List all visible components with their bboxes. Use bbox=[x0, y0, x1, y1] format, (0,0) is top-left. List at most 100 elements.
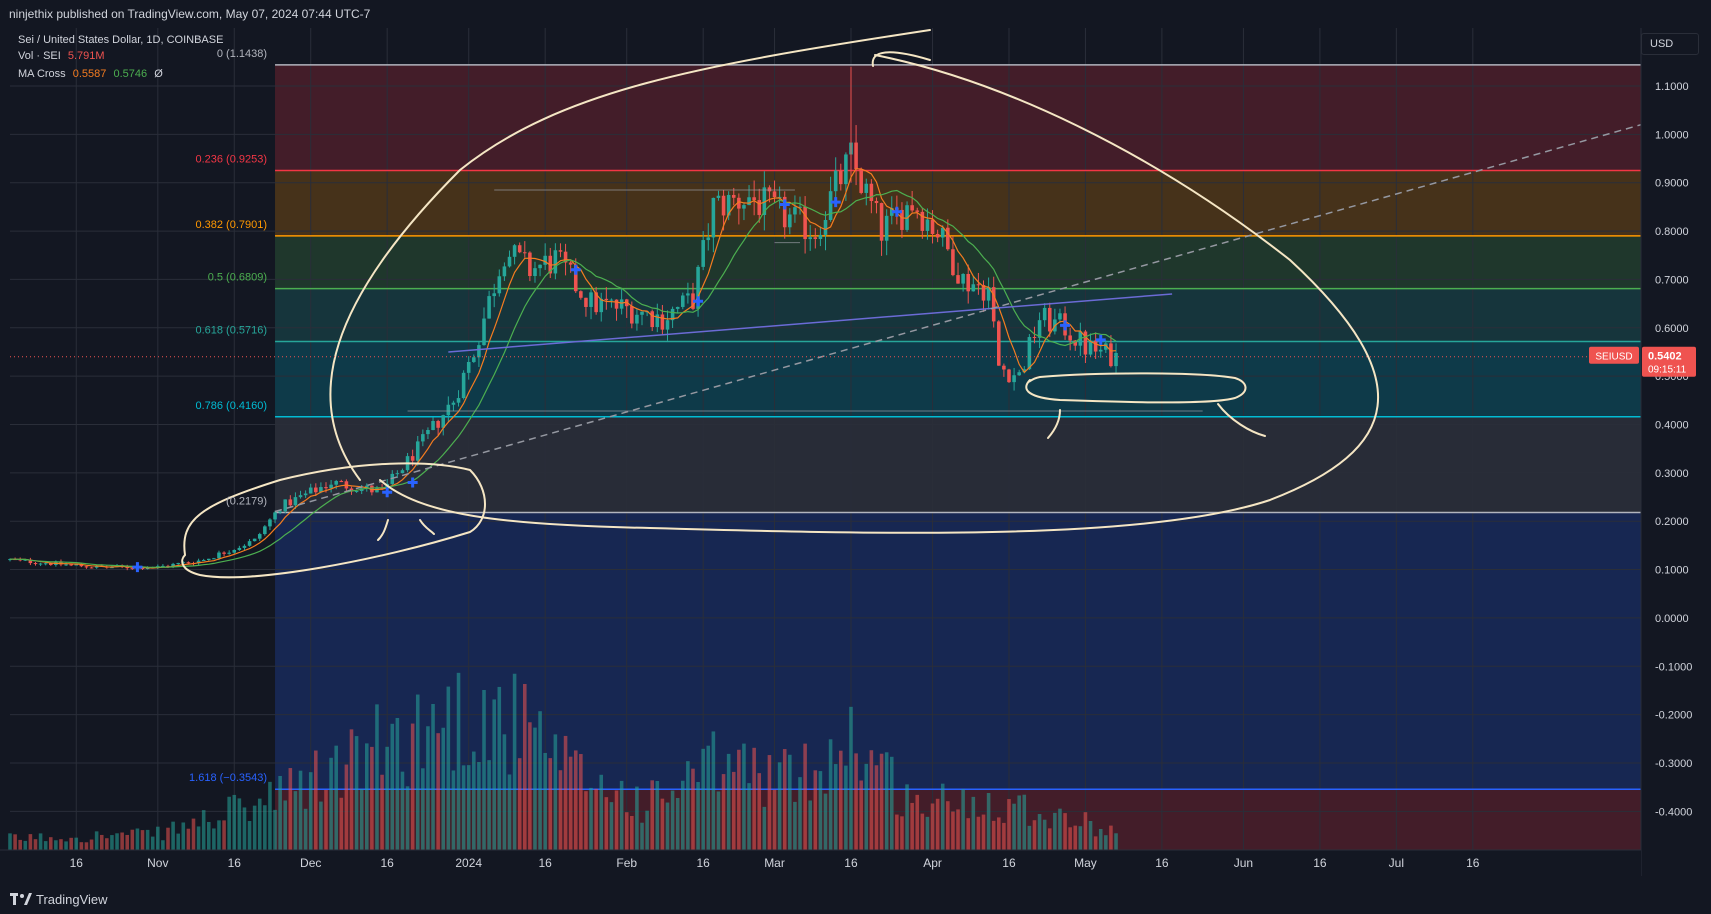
volume-bar bbox=[686, 761, 690, 850]
x-axis-background bbox=[0, 850, 1641, 876]
volume-bar bbox=[1109, 825, 1113, 850]
volume-bar bbox=[517, 758, 522, 850]
ma-cross-marker bbox=[830, 197, 841, 208]
candle-body bbox=[268, 519, 272, 527]
volume-bar bbox=[589, 787, 593, 850]
volume-bar bbox=[563, 735, 568, 850]
volume-bar bbox=[308, 772, 313, 850]
volume-bar bbox=[594, 788, 598, 850]
candle-body bbox=[701, 240, 705, 267]
volume-bar bbox=[609, 802, 614, 850]
candle-body bbox=[354, 491, 359, 493]
volume-bar bbox=[364, 743, 369, 850]
volume-bar bbox=[69, 837, 73, 850]
volume-legend[interactable]: Vol · SEI 5.791M bbox=[18, 50, 109, 62]
y-tick-label: 0.4000 bbox=[1655, 419, 1689, 431]
candle-body bbox=[130, 568, 135, 570]
candle-body bbox=[803, 206, 807, 240]
candle-body bbox=[650, 311, 654, 328]
volume-bar bbox=[64, 841, 68, 850]
candle-body bbox=[630, 306, 634, 324]
volume-bar bbox=[971, 796, 976, 850]
volume-bar bbox=[726, 753, 731, 850]
volume-bar bbox=[74, 837, 79, 850]
volume-bar bbox=[701, 748, 705, 850]
candle-body bbox=[176, 563, 180, 565]
candle-body bbox=[375, 488, 379, 493]
volume-bar bbox=[696, 781, 700, 850]
symbol-legend[interactable]: Sei / United States Dollar, 1D, COINBASE bbox=[18, 34, 224, 46]
volume-bar bbox=[538, 711, 542, 850]
trendline bbox=[448, 293, 1173, 353]
candle-body bbox=[818, 234, 823, 239]
volume-bar bbox=[1078, 826, 1083, 850]
candle-body bbox=[940, 227, 945, 238]
candle-body bbox=[43, 563, 48, 565]
x-tick-label: Apr bbox=[923, 856, 942, 870]
volume-bar bbox=[1037, 814, 1042, 850]
volume-bar bbox=[456, 672, 461, 850]
volume-bar bbox=[869, 750, 874, 850]
candle-body bbox=[451, 402, 456, 405]
candle-body bbox=[517, 245, 522, 253]
volume-bar bbox=[446, 686, 451, 850]
volume-value: 5.791M bbox=[67, 50, 105, 62]
volume-bar bbox=[742, 743, 746, 850]
volume-bar bbox=[966, 818, 970, 850]
volume-bar bbox=[1063, 813, 1067, 850]
candle-body bbox=[415, 441, 420, 461]
candle-body bbox=[640, 311, 644, 315]
candle-body bbox=[283, 499, 288, 512]
volume-bar bbox=[1042, 819, 1047, 850]
candle-body bbox=[844, 154, 848, 185]
volume-bar bbox=[874, 765, 879, 850]
y-tick-label: 0.8000 bbox=[1655, 226, 1689, 238]
candle-body bbox=[23, 559, 28, 561]
candle-body bbox=[859, 169, 863, 193]
volume-bar bbox=[507, 774, 512, 850]
currency-button[interactable]: USD bbox=[1641, 33, 1699, 55]
volume-bar bbox=[18, 839, 22, 850]
candle-body bbox=[573, 264, 578, 292]
volume-bar bbox=[120, 832, 124, 850]
candle-body bbox=[1109, 343, 1113, 367]
candle-body bbox=[711, 197, 716, 238]
candle-body bbox=[828, 191, 833, 220]
fib-label: 0.618 (0.5716) bbox=[195, 325, 267, 337]
volume-bar bbox=[859, 780, 863, 850]
candle-body bbox=[731, 194, 736, 198]
volume-bar bbox=[910, 802, 914, 850]
x-tick-label: 16 bbox=[380, 856, 394, 870]
volume-bar bbox=[946, 801, 950, 850]
volume-bar bbox=[635, 786, 639, 850]
volume-bar bbox=[920, 813, 925, 850]
volume-bar bbox=[278, 775, 282, 850]
volume-bar bbox=[385, 746, 389, 850]
volume-bar bbox=[319, 801, 323, 850]
candle-body bbox=[33, 563, 38, 565]
volume-bar bbox=[395, 717, 400, 850]
candle-body bbox=[247, 541, 252, 546]
volume-bar bbox=[808, 800, 812, 850]
volume-bar bbox=[935, 798, 940, 850]
volume-bar bbox=[533, 727, 537, 850]
volume-bar bbox=[181, 822, 186, 850]
volume-bar bbox=[986, 793, 991, 850]
candle-body bbox=[543, 255, 547, 265]
candle-body bbox=[813, 237, 818, 239]
y-tick-label: 0.7000 bbox=[1655, 274, 1689, 286]
ma-cross-legend[interactable]: MA Cross 0.5587 0.5746 Ø bbox=[18, 68, 167, 80]
candle-body bbox=[145, 568, 150, 570]
y-tick-label: -0.2000 bbox=[1655, 710, 1692, 722]
volume-bars bbox=[8, 672, 1118, 850]
volume-bar bbox=[828, 739, 833, 850]
candle-body bbox=[492, 293, 496, 297]
candle-body bbox=[482, 318, 486, 346]
candle-body bbox=[472, 357, 476, 362]
volume-bar bbox=[28, 834, 33, 850]
volume-bar bbox=[38, 833, 43, 850]
candle-body bbox=[879, 203, 884, 241]
candle-body bbox=[456, 398, 461, 403]
volume-bar bbox=[1002, 822, 1006, 850]
